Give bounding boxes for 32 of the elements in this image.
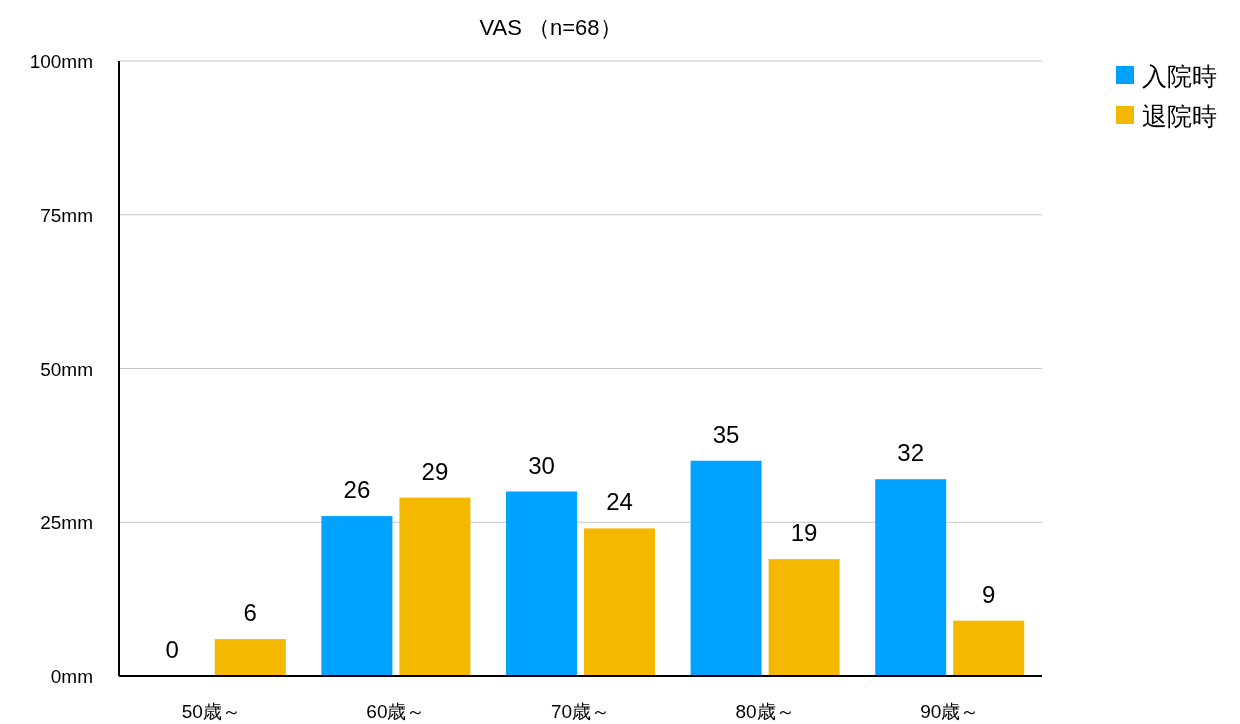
data-label: 24 bbox=[606, 488, 633, 516]
data-label: 9 bbox=[982, 580, 996, 608]
y-tick-label: 25mm bbox=[40, 512, 93, 534]
data-label: 30 bbox=[528, 451, 555, 479]
bar bbox=[321, 516, 393, 676]
bar bbox=[875, 479, 947, 676]
y-tick-label: 75mm bbox=[40, 204, 93, 226]
legend-label: 入院時 bbox=[1142, 62, 1217, 90]
bar bbox=[953, 620, 1025, 676]
bar bbox=[584, 528, 655, 676]
data-label: 26 bbox=[343, 476, 371, 504]
data-label: 6 bbox=[243, 599, 257, 627]
x-tick-label: 70歳～ bbox=[550, 701, 611, 722]
bar bbox=[690, 460, 762, 676]
bar bbox=[768, 559, 840, 676]
y-tick-label: 0mm bbox=[50, 666, 93, 687]
y-tick-label: 100mm bbox=[29, 51, 93, 72]
data-label: 29 bbox=[421, 457, 449, 485]
bar bbox=[214, 639, 286, 676]
bar bbox=[399, 497, 471, 676]
x-tick-label: 50歳～ bbox=[181, 701, 241, 722]
data-label: 32 bbox=[897, 439, 925, 467]
x-tick-label: 60歳～ bbox=[366, 701, 426, 722]
bar bbox=[506, 491, 577, 676]
chart-title: VAS （n=68） bbox=[479, 15, 622, 40]
data-label: 0 bbox=[165, 636, 179, 663]
x-tick-label: 80歳～ bbox=[735, 701, 795, 722]
legend-label: 退院時 bbox=[1142, 102, 1217, 130]
data-label: 19 bbox=[790, 519, 818, 547]
data-label: 35 bbox=[712, 420, 740, 448]
x-tick-label: 90歳～ bbox=[920, 701, 980, 722]
y-tick-label: 50mm bbox=[40, 358, 93, 380]
